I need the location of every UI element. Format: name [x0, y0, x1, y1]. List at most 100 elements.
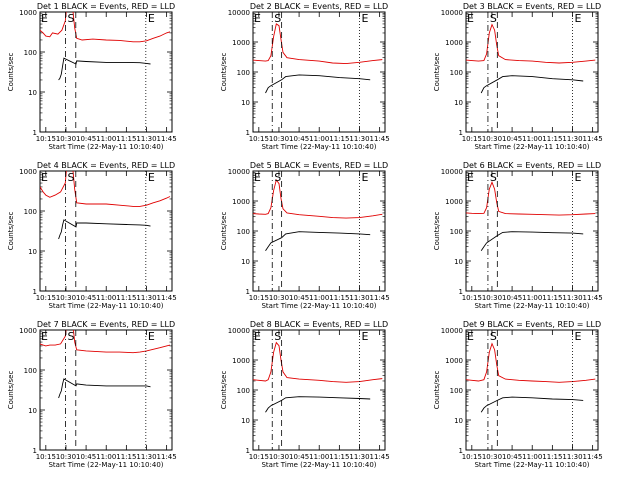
- x-tick-label: 11:30: [562, 135, 582, 143]
- x-tick-label: 11:15: [542, 453, 562, 461]
- y-axis-label: Counts/sec: [433, 53, 441, 92]
- y-axis-label: Counts/sec: [7, 212, 15, 251]
- chart-panel-6: Det 6 BLACK = Events, RED = LLD Counts/se…: [433, 161, 603, 310]
- marker-label-e-end: E: [148, 330, 155, 343]
- marker-label-e-start: E: [254, 12, 261, 25]
- y-tick-label: 1000: [232, 198, 250, 206]
- chart-title: Det 3 BLACK = Events, RED = LLD: [463, 2, 601, 11]
- x-tick-label: 10:15: [462, 453, 482, 461]
- y-tick-label: 100: [24, 49, 37, 57]
- series-line-black: [480, 396, 584, 413]
- plot-frame: [465, 329, 599, 451]
- plot-frame: [39, 170, 173, 292]
- x-tick-label: 11:30: [349, 453, 369, 461]
- plot-area: [40, 171, 171, 291]
- marker-label-s: S: [274, 330, 281, 343]
- x-axis-label: Start Time (22-May-11 10:10:40): [474, 461, 589, 469]
- y-tick-label: 100: [24, 208, 37, 216]
- y-axis-label: Counts/sec: [220, 53, 228, 92]
- x-tick-label: 10:45: [502, 294, 522, 302]
- series-line-black: [265, 396, 371, 413]
- x-tick-label: 10:45: [289, 294, 309, 302]
- chart-panel-9: Det 9 BLACK = Events, RED = LLD Counts/se…: [433, 320, 603, 469]
- plot-frame: [252, 170, 386, 292]
- x-tick-label: 11:15: [116, 135, 136, 143]
- x-tick-label: 11:15: [542, 135, 562, 143]
- x-tick-label: 11:00: [309, 294, 329, 302]
- x-tick-label: 11:00: [96, 135, 116, 143]
- y-tick-label: 100: [237, 387, 250, 395]
- y-tick-label: 10000: [228, 9, 250, 17]
- x-tick-label: 11:45: [583, 453, 603, 461]
- y-tick-label: 10: [28, 89, 37, 97]
- x-tick-label: 10:45: [289, 453, 309, 461]
- y-tick-label: 100: [450, 228, 463, 236]
- y-axis-label: Counts/sec: [220, 212, 228, 251]
- chart-title: Det 8 BLACK = Events, RED = LLD: [250, 320, 388, 329]
- chart-title: Det 7 BLACK = Events, RED = LLD: [37, 320, 175, 329]
- y-tick-label: 10000: [228, 327, 250, 335]
- x-tick-label: 11:00: [522, 453, 542, 461]
- y-tick-label: 100: [237, 69, 250, 77]
- y-axis-label: Counts/sec: [7, 371, 15, 410]
- y-tick-label: 10000: [441, 9, 463, 17]
- marker-label-e-end: E: [574, 171, 581, 184]
- plot-area: [466, 12, 596, 132]
- x-tick-label: 11:45: [370, 135, 390, 143]
- x-tick-label: 10:15: [36, 135, 56, 143]
- x-tick-label: 11:00: [522, 294, 542, 302]
- y-tick-label: 100: [450, 69, 463, 77]
- marker-label-e-end: E: [148, 171, 155, 184]
- chart-panel-7: Det 7 BLACK = Events, RED = LLD Counts/se…: [7, 320, 177, 469]
- x-tick-label: 10:30: [269, 294, 289, 302]
- y-tick-label: 1000: [232, 357, 250, 365]
- series-line-black: [265, 231, 371, 251]
- chart-title: Det 1 BLACK = Events, RED = LLD: [37, 2, 175, 11]
- chart-panel-4: Det 4 BLACK = Events, RED = LLD Counts/se…: [7, 161, 177, 310]
- marker-label-s: S: [68, 330, 75, 343]
- x-tick-label: 10:30: [56, 453, 76, 461]
- y-axis-label: Counts/sec: [433, 212, 441, 251]
- y-tick-label: 10: [454, 417, 463, 425]
- y-tick-label: 1: [246, 129, 250, 137]
- y-axis-label: Counts/sec: [220, 371, 228, 410]
- marker-label-e-start: E: [467, 330, 474, 343]
- x-tick-label: 10:30: [269, 135, 289, 143]
- marker-label-s: S: [490, 171, 497, 184]
- plot-area: [40, 12, 171, 132]
- x-tick-label: 10:15: [462, 135, 482, 143]
- x-tick-label: 10:15: [36, 453, 56, 461]
- plot-area: [253, 330, 383, 450]
- series-line-black: [58, 378, 151, 399]
- x-tick-label: 11:00: [309, 453, 329, 461]
- x-tick-label: 11:45: [370, 294, 390, 302]
- y-tick-label: 10: [28, 248, 37, 256]
- x-tick-label: 11:00: [96, 453, 116, 461]
- x-tick-label: 10:45: [289, 135, 309, 143]
- x-tick-label: 10:15: [249, 135, 269, 143]
- plot-frame: [39, 11, 173, 133]
- x-axis-label: Start Time (22-May-11 10:10:40): [474, 143, 589, 151]
- x-tick-label: 10:30: [56, 294, 76, 302]
- x-tick-label: 11:30: [562, 294, 582, 302]
- plot-area: [253, 12, 383, 132]
- x-axis-label: Start Time (22-May-11 10:10:40): [261, 461, 376, 469]
- y-tick-label: 1: [33, 447, 37, 455]
- chart-title: Det 9 BLACK = Events, RED = LLD: [463, 320, 601, 329]
- plot-frame: [39, 329, 173, 451]
- y-tick-label: 1000: [445, 39, 463, 47]
- chart-panel-2: Det 2 BLACK = Events, RED = LLD Counts/se…: [220, 2, 390, 151]
- x-tick-label: 10:45: [502, 453, 522, 461]
- plot-frame: [252, 11, 386, 133]
- marker-label-s: S: [274, 171, 281, 184]
- x-tick-label: 11:30: [136, 135, 156, 143]
- x-tick-label: 11:45: [157, 135, 177, 143]
- marker-label-e-end: E: [361, 171, 368, 184]
- x-tick-label: 11:00: [309, 135, 329, 143]
- marker-label-e-end: E: [574, 330, 581, 343]
- marker-label-e-start: E: [254, 330, 261, 343]
- series-line-black: [58, 57, 151, 81]
- marker-label-s: S: [68, 12, 75, 25]
- x-tick-label: 11:30: [562, 453, 582, 461]
